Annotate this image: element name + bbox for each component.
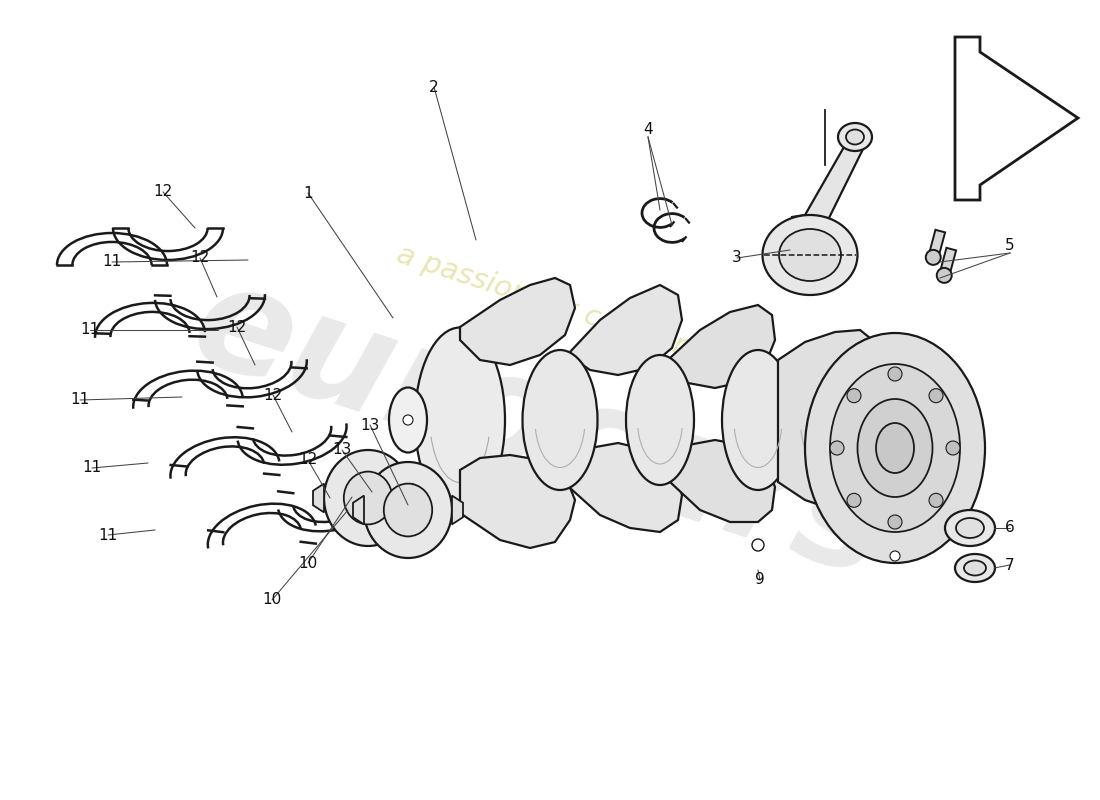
Polygon shape: [938, 248, 956, 282]
Text: 11: 11: [70, 393, 89, 407]
Text: 12: 12: [190, 250, 210, 266]
Polygon shape: [927, 230, 945, 263]
Ellipse shape: [945, 510, 996, 546]
Text: 13: 13: [361, 418, 379, 433]
Ellipse shape: [384, 483, 432, 536]
Circle shape: [888, 367, 902, 381]
Ellipse shape: [956, 518, 984, 538]
Circle shape: [403, 415, 412, 425]
Ellipse shape: [858, 399, 933, 497]
Text: 12: 12: [298, 453, 318, 467]
Circle shape: [930, 494, 943, 507]
Circle shape: [847, 494, 861, 507]
Text: 6: 6: [1005, 521, 1015, 535]
Circle shape: [946, 441, 960, 455]
Circle shape: [752, 539, 764, 551]
Polygon shape: [792, 140, 865, 220]
Polygon shape: [353, 495, 364, 525]
Ellipse shape: [626, 355, 694, 485]
Ellipse shape: [876, 423, 914, 473]
Text: 11: 11: [80, 322, 100, 338]
Text: 12: 12: [263, 387, 283, 402]
Ellipse shape: [805, 333, 984, 563]
Circle shape: [847, 389, 861, 402]
Text: 13: 13: [332, 442, 352, 458]
Polygon shape: [452, 495, 463, 525]
Ellipse shape: [955, 554, 996, 582]
Text: 11: 11: [102, 254, 122, 270]
Polygon shape: [670, 440, 776, 522]
Circle shape: [890, 551, 900, 561]
Ellipse shape: [846, 130, 864, 145]
Ellipse shape: [344, 472, 393, 525]
Polygon shape: [460, 278, 575, 365]
Ellipse shape: [762, 215, 858, 295]
Text: 11: 11: [82, 461, 101, 475]
Circle shape: [930, 389, 943, 402]
Circle shape: [937, 268, 952, 283]
Ellipse shape: [830, 364, 960, 532]
Text: 10: 10: [263, 593, 282, 607]
Ellipse shape: [415, 327, 505, 513]
Text: a passion for cars since 1905: a passion for cars since 1905: [393, 241, 807, 399]
Text: eurocars: eurocars: [176, 252, 903, 608]
Text: 4: 4: [644, 122, 652, 138]
Text: 9: 9: [755, 573, 764, 587]
Text: 2: 2: [429, 79, 439, 94]
Text: 10: 10: [298, 555, 318, 570]
Circle shape: [830, 441, 844, 455]
Ellipse shape: [722, 350, 794, 490]
Text: 7: 7: [1005, 558, 1015, 573]
Ellipse shape: [522, 350, 597, 490]
Ellipse shape: [779, 229, 842, 281]
Text: 3: 3: [733, 250, 741, 266]
Text: 12: 12: [228, 319, 246, 334]
Polygon shape: [670, 305, 776, 388]
Polygon shape: [412, 483, 424, 512]
Polygon shape: [460, 455, 575, 548]
Text: 12: 12: [153, 185, 173, 199]
Ellipse shape: [389, 387, 427, 453]
Polygon shape: [570, 285, 682, 375]
Circle shape: [926, 250, 940, 265]
Text: 11: 11: [98, 527, 118, 542]
Polygon shape: [778, 330, 878, 510]
Ellipse shape: [324, 450, 412, 546]
Text: 5: 5: [1005, 238, 1015, 253]
Text: 1: 1: [304, 186, 312, 201]
Circle shape: [888, 515, 902, 529]
Ellipse shape: [838, 123, 872, 151]
Polygon shape: [570, 443, 682, 532]
Ellipse shape: [964, 561, 986, 575]
Polygon shape: [314, 483, 324, 512]
Ellipse shape: [364, 462, 452, 558]
